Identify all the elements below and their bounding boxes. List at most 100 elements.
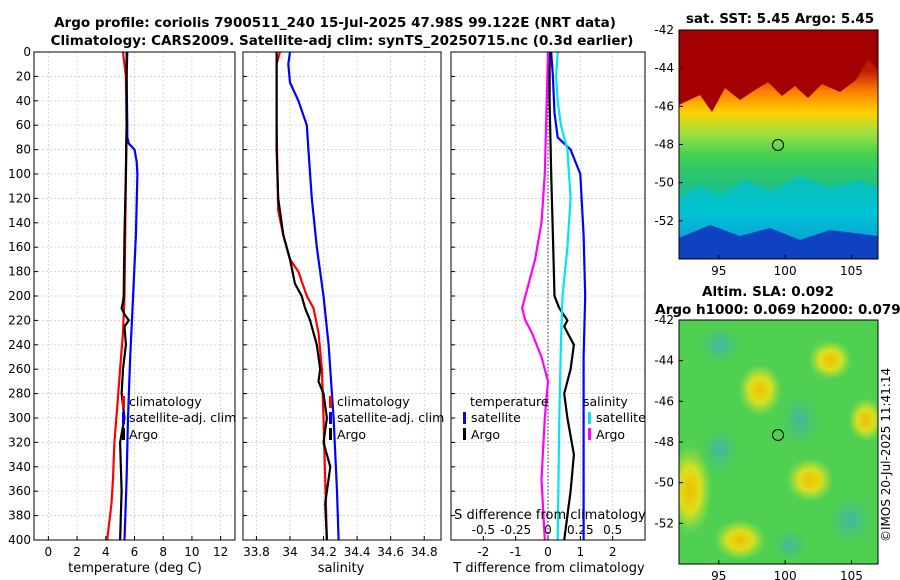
legend-label-sal-argo: Argo (596, 427, 625, 442)
x-tick-label: 2 (73, 545, 81, 559)
legend-title-temperature: temperature (470, 394, 549, 409)
y-tick-label: 60 (16, 118, 31, 132)
map-y-tick-label: -48 (654, 435, 674, 449)
x-tick-label: 6 (131, 545, 139, 559)
series-line-temperature-satellite (550, 51, 587, 540)
map-x-tick-label: 95 (711, 264, 726, 278)
figure-title-line1: Argo profile: coriolis 7900511_240 15-Ju… (54, 15, 616, 31)
map-y-tick-label: -46 (654, 394, 674, 408)
sla-low-blob (700, 426, 740, 474)
legend-swatch-temp-argo (463, 428, 466, 440)
legend-label-climatology: climatology (337, 394, 410, 409)
legend-label-argo: Argo (337, 427, 366, 442)
legend-swatch-climatology (122, 396, 125, 408)
series-line-temperature-argo (548, 52, 576, 541)
series-line-argo (275, 52, 332, 541)
x-tick-label: 34.6 (377, 545, 404, 559)
sla-high-blob (808, 340, 852, 380)
x-tick-label: 0 (544, 545, 552, 559)
x-tick-label: 10 (184, 545, 199, 559)
legend-swatch-sal-satellite (588, 412, 591, 424)
y-tick-label: 160 (8, 240, 31, 254)
imos-watermark: ©IMOS 20-Jul-2025 11:41:14 (879, 368, 893, 542)
y-tick-label: 320 (8, 435, 31, 449)
top-tick-label: -0.5 (472, 523, 495, 537)
legend-swatch-sal-argo (588, 428, 591, 440)
y-tick-label: 0 (23, 45, 31, 59)
legend-swatch-satellite (329, 412, 332, 424)
legend-label-temp-argo: Argo (471, 427, 500, 442)
sla-high-blob (786, 458, 834, 502)
map-y-tick-label: -50 (654, 176, 674, 190)
legend-swatch-argo (122, 428, 125, 440)
map-y-tick-label: -44 (654, 354, 674, 368)
salinity-xlabel: salinity (318, 561, 365, 576)
x-tick-label: 2 (609, 545, 617, 559)
plot-frame (33, 51, 236, 541)
map-x-tick-label: 100 (774, 569, 797, 580)
map-x-tick-label: 100 (774, 264, 797, 278)
sla-low-blob (772, 529, 808, 561)
y-tick-label: 20 (16, 69, 31, 83)
temperature-xlabel: temperature (deg C) (68, 561, 202, 576)
sst-map-axes: 95 100 105 -42 -44 -46 -48 -50 -52 (654, 23, 863, 278)
sla-high-blob (679, 445, 712, 535)
sst-map-title: sat. SST: 5.45 Argo: 5.45 (686, 11, 874, 27)
map-y-tick-label: -42 (654, 313, 674, 327)
salinity-legend: climatology satellite-adj. clim Argo (329, 394, 444, 442)
sst-warm-band (679, 30, 878, 112)
legend-swatch-satellite (122, 412, 125, 424)
salinity-profile-panel: 33.8 34 34.2 34.4 34.6 34.8 (242, 51, 442, 559)
map-x-tick-label: 105 (840, 569, 863, 580)
legend-swatch-temp-satellite (463, 412, 466, 424)
plot-frame (242, 51, 442, 541)
difference-profile-panel: -2 -1 0 1 2 -0.5 -0.25 0 0.25 0.5 (450, 51, 646, 559)
y-tick-label: 260 (8, 362, 31, 376)
y-tick-label: 340 (8, 460, 31, 474)
y-tick-label: 120 (8, 191, 31, 205)
y-tick-label: 280 (8, 387, 31, 401)
map-y-tick-label: -42 (654, 23, 674, 37)
figure-title-line2: Climatology: CARS2009. Satellite-adj cli… (51, 33, 634, 49)
y-tick-label: 300 (8, 411, 31, 425)
plot-frame (450, 51, 646, 541)
y-tick-label: 80 (16, 143, 31, 157)
y-tick-label: 140 (8, 216, 31, 230)
x-tick-label: 0 (45, 545, 53, 559)
x-tick-label: 33.8 (243, 545, 270, 559)
map-y-tick-label: -44 (654, 61, 674, 75)
legend-label-satellite: satellite-adj. clim (129, 410, 236, 425)
y-tick-label: 240 (8, 338, 31, 352)
sla-map-title-line2: Argo h1000: 0.069 h2000: 0.079 (655, 302, 900, 318)
sst-argo-marker (772, 139, 784, 151)
series-line-salinity-argo (520, 51, 550, 541)
difference-xlabel: T difference from climatology (452, 561, 645, 576)
x-tick-label: 34.4 (344, 545, 371, 559)
legend-swatch-climatology (329, 396, 332, 408)
difference-legend: temperature satellite Argo salinity sate… (463, 394, 646, 442)
x-tick-label: -1 (510, 545, 522, 559)
legend-label-sal-satellite: satellite (596, 410, 646, 425)
top-tick-label: 0.25 (567, 523, 594, 537)
sla-low-blob (780, 394, 820, 446)
map-x-tick-label: 105 (840, 264, 863, 278)
x-tick-label: 34 (282, 545, 297, 559)
map-y-tick-label: -48 (654, 138, 674, 152)
y-tick-label: 360 (8, 484, 31, 498)
y-tick-label: 200 (8, 289, 31, 303)
sla-low-blob (698, 325, 742, 365)
sla-map-axes: 95 100 105 -42 -44 -46 -48 -50 -52 (654, 313, 863, 580)
sla-high-blob (714, 520, 766, 560)
y-tick-label: 220 (8, 313, 31, 327)
difference-top-axis-label: S difference from climatology (454, 508, 646, 523)
y-tick-label: 180 (8, 265, 31, 279)
legend-swatch-argo (329, 428, 332, 440)
x-tick-label: 34.2 (310, 545, 337, 559)
legend-title-salinity: salinity (583, 394, 628, 409)
y-tick-label: 100 (8, 167, 31, 181)
x-tick-label: 1 (577, 545, 585, 559)
temperature-legend: climatology satellite-adj. clim Argo (122, 394, 236, 442)
sla-low-blob (828, 494, 872, 546)
legend-label-argo: Argo (129, 427, 158, 442)
